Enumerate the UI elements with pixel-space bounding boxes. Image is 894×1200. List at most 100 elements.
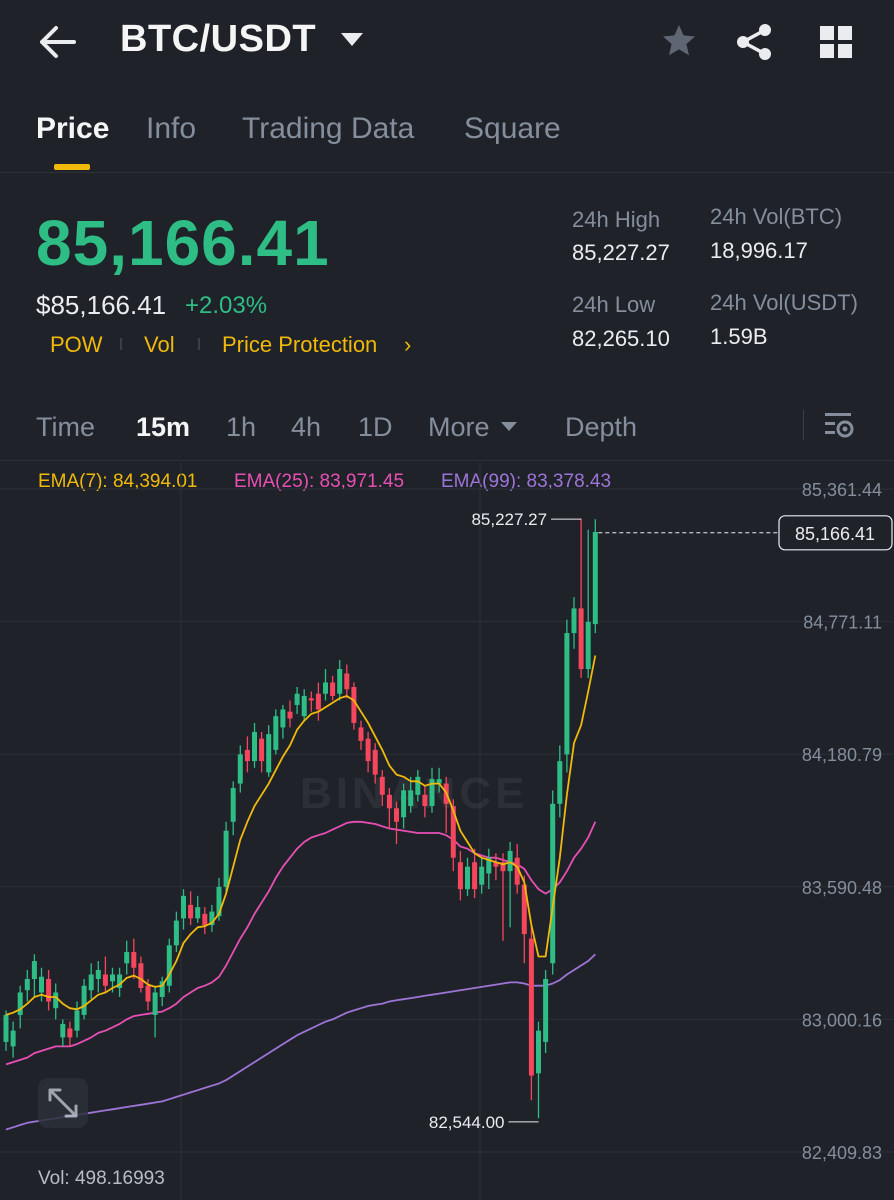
candle (585, 621, 591, 670)
candle (31, 961, 37, 980)
candle (131, 952, 137, 968)
candle (372, 749, 378, 775)
candle (472, 862, 478, 890)
interval-15m[interactable]: 15m (136, 412, 191, 442)
candle (17, 992, 23, 1015)
stat-high-value: 85,227.27 (572, 240, 670, 265)
candle (564, 633, 570, 755)
candle (39, 976, 44, 993)
y-axis-tick-label: 85,361.44 (802, 480, 882, 500)
candle (528, 938, 534, 1076)
candle (578, 608, 584, 670)
interval-1d[interactable]: 1D (358, 412, 393, 442)
candle (230, 788, 236, 822)
y-axis-tick-label: 84,180.79 (802, 745, 882, 765)
candle (173, 920, 179, 946)
last-price: 85,166.41 (36, 207, 330, 279)
candle (60, 1023, 66, 1038)
candle (351, 686, 357, 723)
candle (536, 1030, 541, 1074)
tag-pow[interactable]: POW (50, 332, 103, 357)
interval-1h[interactable]: 1h (226, 412, 257, 442)
candle (67, 1028, 73, 1038)
tab-square[interactable]: Square (464, 112, 561, 145)
candle (337, 669, 343, 694)
ema25-label: EMA(25): 83,971.45 (234, 471, 405, 492)
chevron-right-icon[interactable]: › (404, 332, 412, 357)
candle (408, 790, 414, 807)
candle (401, 790, 407, 818)
star-icon[interactable] (660, 22, 698, 60)
candle (81, 985, 87, 1015)
usd-price: $85,166.41 (36, 290, 167, 320)
candle (422, 794, 428, 807)
active-tab-indicator (54, 164, 90, 170)
tag-separator (198, 338, 200, 350)
chart-settings-icon[interactable] (822, 410, 856, 442)
watermark: BINANCE (300, 769, 528, 818)
tag-separator (120, 338, 122, 350)
y-axis-tick-label: 83,000.16 (802, 1010, 882, 1030)
tag-vol[interactable]: Vol (144, 332, 175, 357)
stat-vol-btc-label: 24h Vol(BTC) (710, 204, 843, 229)
ema7-label: EMA(7): 84,394.01 (38, 471, 198, 492)
divider (803, 410, 804, 440)
candle (74, 1010, 80, 1031)
low-marker-label: 82,544.00 (429, 1113, 505, 1132)
candle (24, 979, 30, 991)
current-price-label: 85,166.41 (795, 524, 875, 544)
candle (95, 970, 101, 980)
caret-down-icon[interactable] (501, 422, 517, 431)
tab-trading-data[interactable]: Trading Data (242, 112, 415, 145)
change-percent: +2.03% (185, 292, 268, 319)
share-icon[interactable] (734, 22, 774, 62)
interval-more[interactable]: More (428, 412, 490, 442)
stat-vol-btc-value: 18,996.17 (710, 238, 808, 263)
candle (53, 992, 59, 1009)
tab-info[interactable]: Info (146, 112, 197, 145)
y-axis-tick-label: 82,409.83 (802, 1143, 882, 1163)
stat-vol-usdt-label: 24h Vol(USDT) (710, 290, 858, 315)
candle (557, 761, 563, 804)
grid-icon[interactable] (818, 24, 854, 60)
candle (301, 695, 307, 717)
candlestick-chart[interactable]: BINANCE 85,227.27 82,544.00 85,166.41 85,3… (0, 462, 894, 1200)
candle (124, 952, 130, 964)
candle (266, 734, 272, 773)
candle (457, 862, 463, 890)
ema99-label: EMA(99): 83,378.43 (441, 471, 612, 492)
stat-low-label: 24h Low (572, 292, 656, 317)
candle (88, 974, 94, 991)
candle (294, 693, 300, 705)
candle (46, 979, 52, 1002)
candle (209, 911, 215, 926)
caret-down-icon[interactable] (341, 33, 363, 46)
candle (429, 779, 435, 807)
stat-high-label: 24h High (572, 207, 661, 232)
candle (10, 1030, 16, 1047)
candle (514, 857, 520, 885)
candle (287, 711, 293, 719)
candle (181, 895, 186, 919)
candle (521, 884, 527, 935)
expand-chart-button[interactable] (38, 1078, 88, 1128)
candle (394, 808, 399, 822)
candle (280, 709, 286, 728)
y-axis-tick-label: 84,771.11 (803, 613, 882, 633)
tab-price[interactable]: Price (36, 112, 110, 145)
candle (252, 731, 257, 762)
candle (465, 866, 470, 890)
candle (436, 779, 442, 784)
candle (365, 738, 371, 762)
candle (188, 904, 194, 919)
depth-tab[interactable]: Depth (565, 412, 638, 442)
back-arrow-icon[interactable] (34, 20, 80, 64)
pair-title[interactable]: BTC/USDT (120, 18, 317, 60)
candle (259, 738, 265, 762)
high-marker-label: 85,227.27 (471, 510, 547, 529)
candle (493, 862, 499, 867)
y-axis-tick-label: 83,590.48 (802, 878, 882, 898)
interval-4h[interactable]: 4h (291, 412, 322, 442)
tag-price-protection[interactable]: Price Protection (222, 332, 378, 357)
interval-time[interactable]: Time (36, 412, 95, 442)
